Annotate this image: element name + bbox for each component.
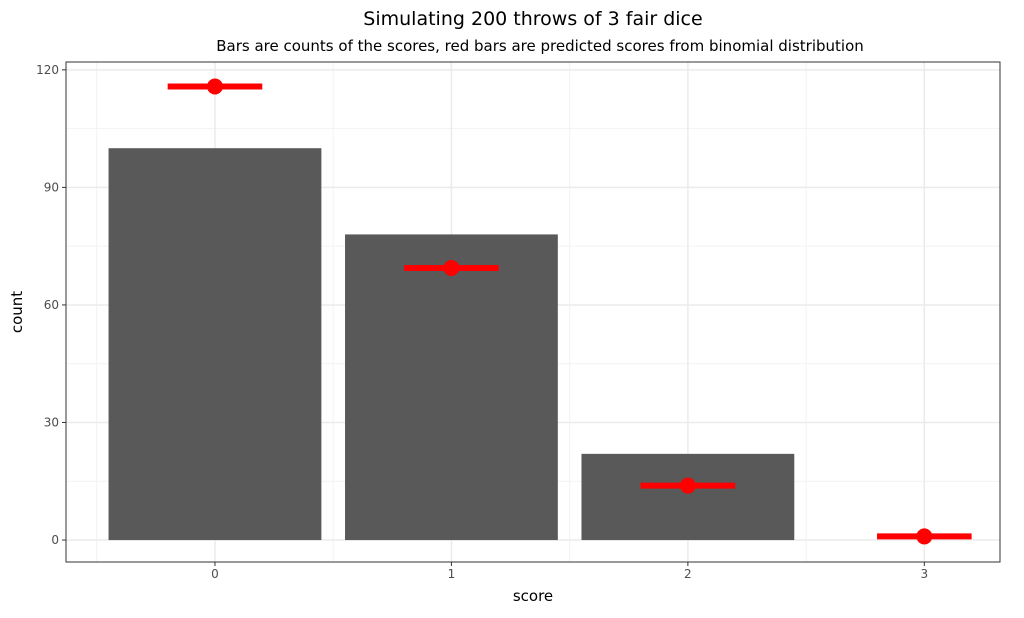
chart-title: Simulating 200 throws of 3 fair dice [363, 8, 702, 30]
predictions [167, 78, 972, 545]
predicted-point [443, 259, 460, 276]
bar [108, 148, 322, 541]
y-tick-label: 60 [44, 298, 59, 312]
y-tick-label: 90 [44, 180, 59, 194]
x-tick-label: 2 [684, 567, 692, 581]
chart-subtitle: Bars are counts of the scores, red bars … [216, 37, 864, 55]
x-tick-label: 0 [211, 567, 219, 581]
y-tick-label: 120 [36, 63, 59, 77]
bars [108, 148, 795, 541]
x-tick-label: 3 [921, 567, 929, 581]
x-tick-label: 1 [448, 567, 456, 581]
y-tick-label: 0 [51, 533, 59, 547]
panel-border [65, 61, 1001, 563]
predicted-point [679, 477, 696, 494]
predicted-point [206, 78, 223, 95]
bar [345, 234, 558, 541]
y-axis: 0 30 60 90 120 [36, 63, 66, 547]
y-tick-label: 30 [44, 416, 59, 430]
y-axis-label: count [8, 291, 26, 333]
bar [581, 453, 795, 541]
x-axis: 0 1 2 3 [211, 562, 928, 581]
predicted-point [916, 528, 933, 545]
x-axis-label: score [513, 587, 553, 605]
